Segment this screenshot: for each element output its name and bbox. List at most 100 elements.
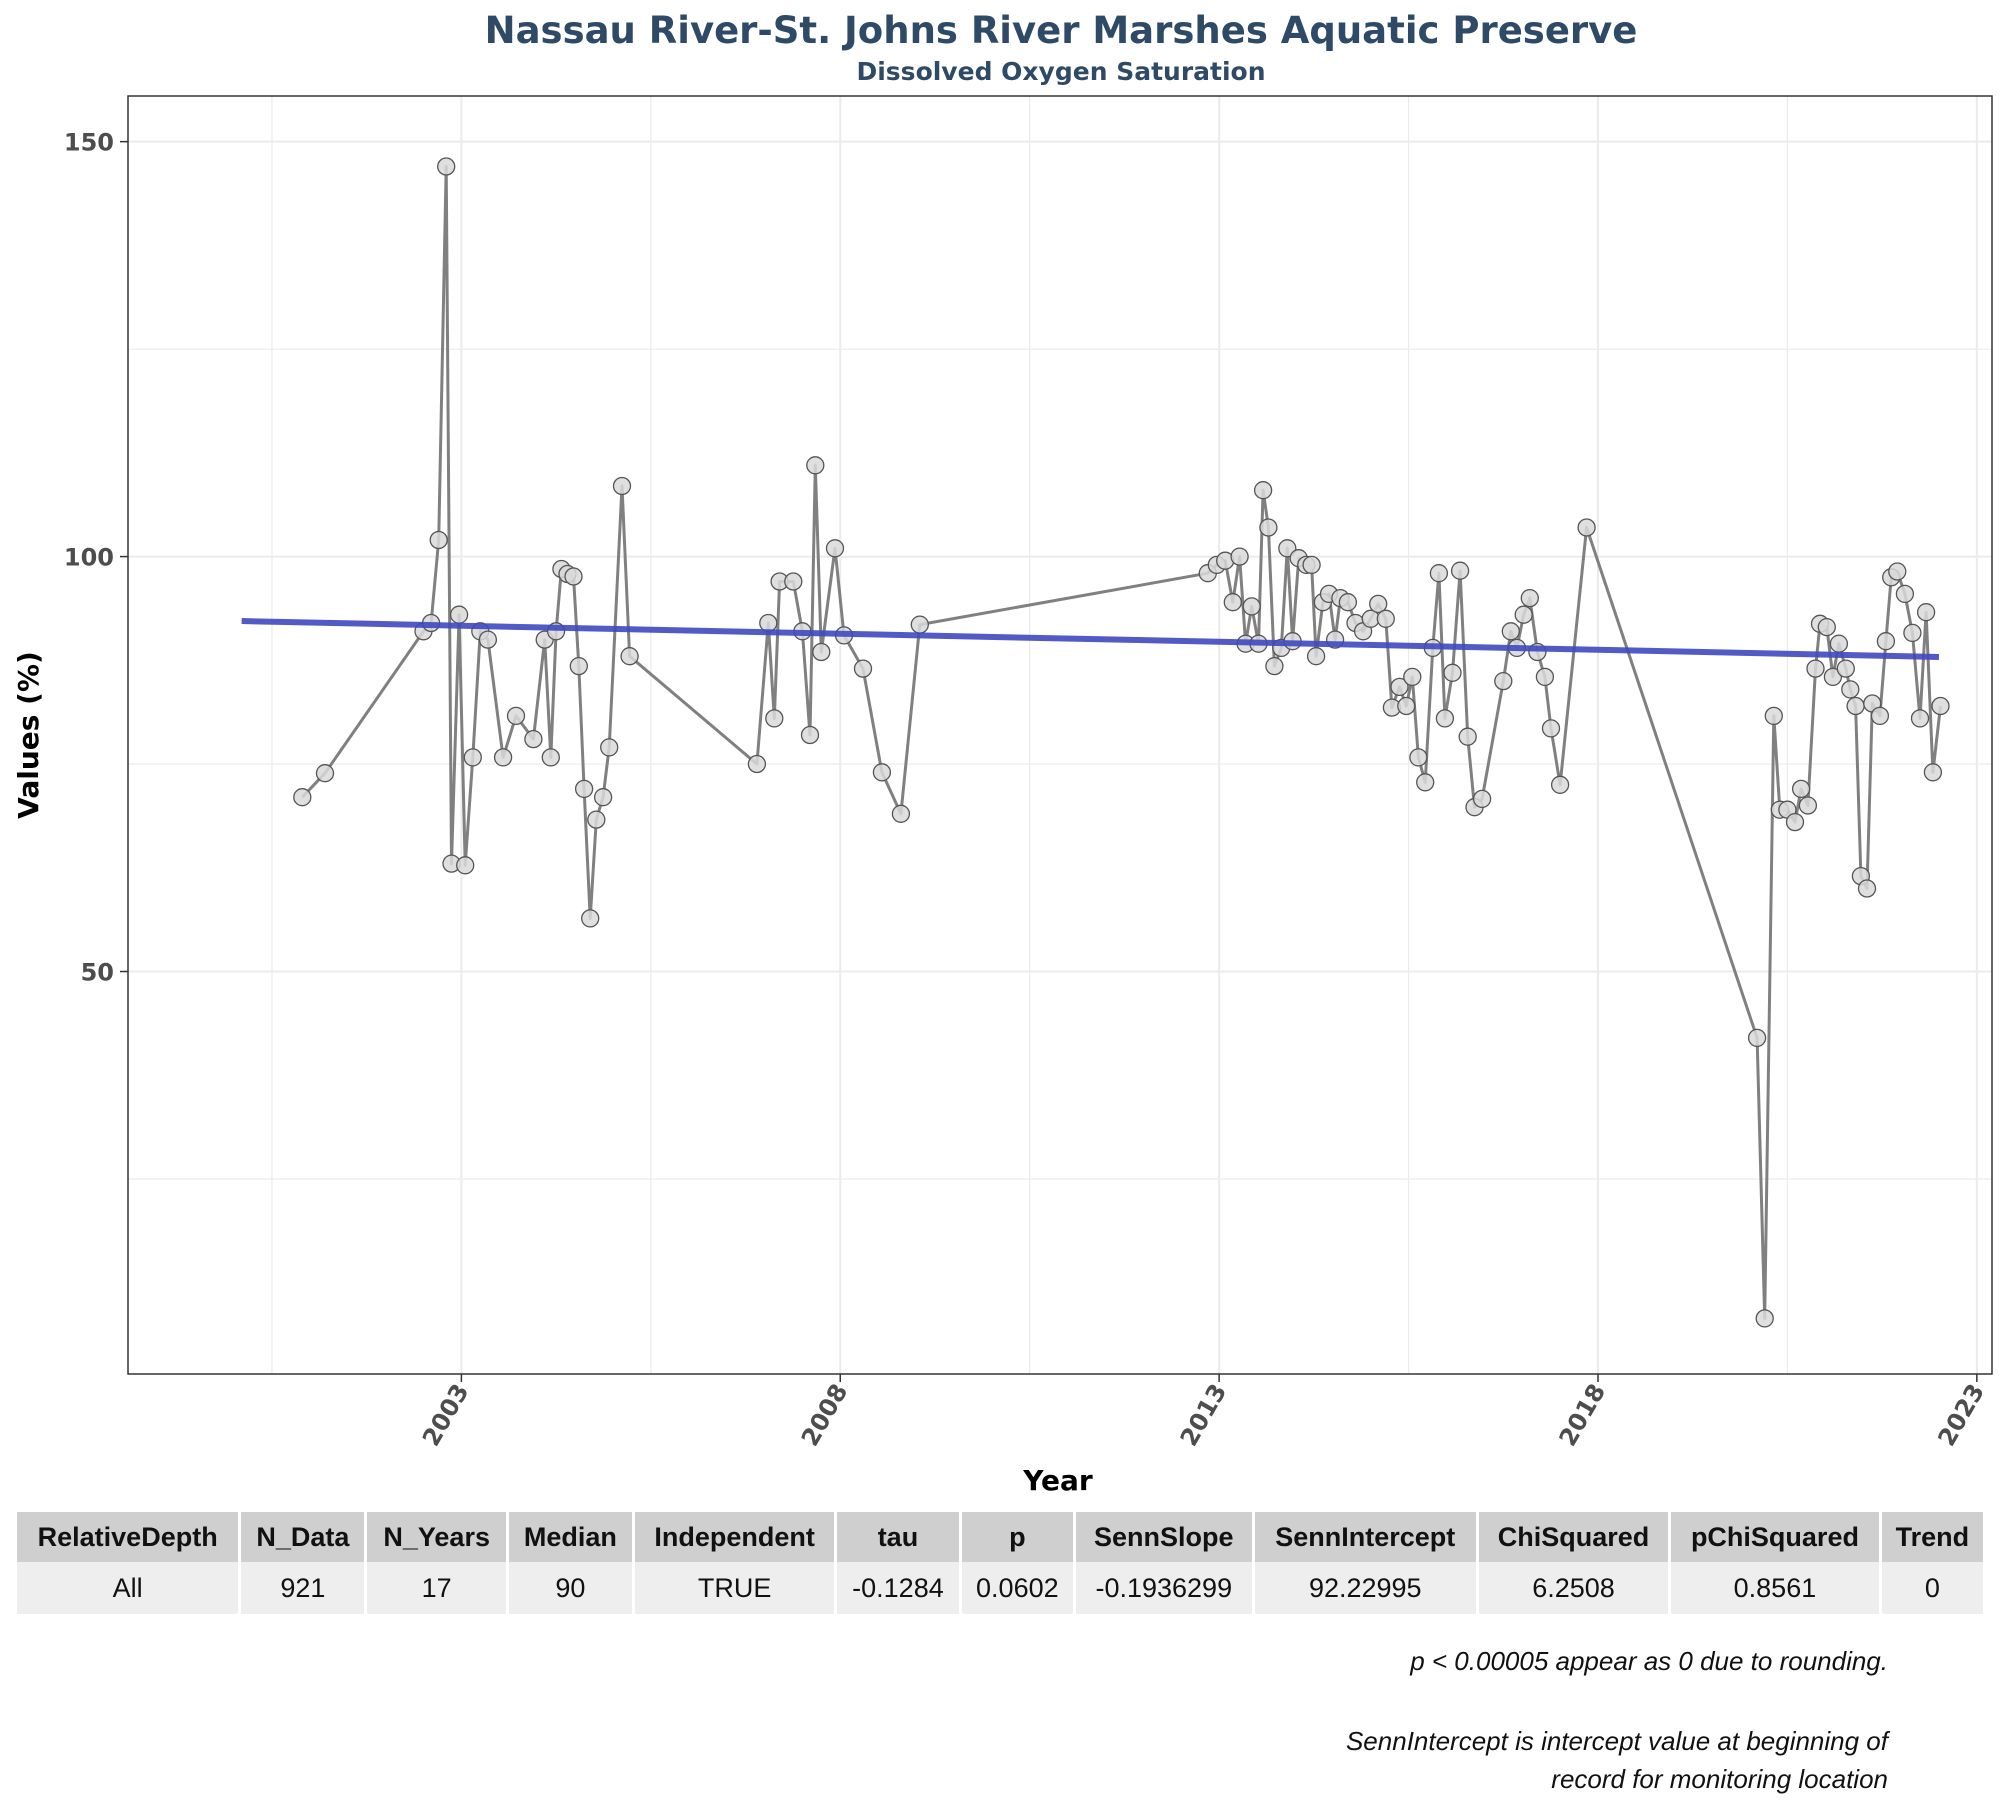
- table-header-cell: ChiSquared: [1478, 1512, 1669, 1562]
- x-tick-label: 2013: [1175, 1379, 1233, 1451]
- data-point: [1397, 696, 1416, 716]
- x-axis: 2003 2008 2013 2018 2023: [417, 1374, 1990, 1451]
- data-point: [315, 764, 335, 783]
- stats-table: RelativeDepth N_Data N_Years Median Independ…: [14, 1512, 1986, 1614]
- data-point: [1369, 594, 1388, 614]
- table-header-cell: tau: [837, 1512, 959, 1562]
- table-cell: 0.0602: [961, 1562, 1073, 1614]
- chart: Nassau River-St. Johns River Marshes Aqu…: [12, 9, 1993, 1497]
- data-point: [564, 567, 583, 586]
- data-point: [1501, 622, 1520, 641]
- data-point: [524, 729, 543, 749]
- data-point: [1450, 561, 1470, 580]
- data-point: [891, 804, 911, 823]
- data-point: [593, 788, 613, 807]
- data-point: [806, 456, 825, 475]
- footnote-intercept-line2: record for monitoring location: [1551, 1764, 1888, 1794]
- data-point: [1376, 609, 1395, 628]
- data-point: [612, 476, 632, 496]
- y-axis-title: Values (%): [12, 651, 45, 819]
- data-point: [1829, 634, 1849, 653]
- gridlines: [128, 96, 1992, 1374]
- table-header-cell: SennIntercept: [1254, 1512, 1476, 1562]
- table-cell: 0: [1881, 1562, 1983, 1614]
- data-point: [910, 615, 929, 634]
- data-point: [1870, 706, 1890, 726]
- table-cell: TRUE: [634, 1562, 835, 1614]
- data-point: [293, 788, 312, 807]
- data-series: [241, 157, 1950, 1328]
- x-tick-label: 2003: [417, 1379, 475, 1451]
- data-point: [1755, 1309, 1774, 1328]
- data-point: [1306, 647, 1326, 666]
- data-point: [1846, 696, 1865, 716]
- data-point: [1931, 696, 1950, 716]
- data-point: [1242, 597, 1261, 616]
- data-point: [1764, 706, 1783, 726]
- table-cell: 6.2508: [1478, 1562, 1669, 1614]
- plot-panel-border: [127, 95, 1993, 1375]
- data-point: [506, 706, 526, 726]
- data-point: [463, 748, 482, 767]
- data-point: [765, 709, 784, 728]
- data-point: [1409, 748, 1428, 767]
- data-point: [1895, 584, 1915, 604]
- x-tick-label: 2008: [796, 1379, 854, 1451]
- table-header-cell: RelativeDepth: [17, 1512, 239, 1562]
- data-point: [1494, 671, 1513, 691]
- table-header-cell: Independent: [634, 1512, 835, 1562]
- x-tick-label: 2018: [1554, 1379, 1612, 1451]
- data-point: [1836, 659, 1855, 678]
- trend-line: [241, 618, 1940, 660]
- data-point: [1577, 518, 1596, 537]
- table-cell: -0.1284: [837, 1562, 959, 1614]
- data-point: [1302, 555, 1321, 575]
- data-point: [1338, 593, 1358, 612]
- data-point: [620, 647, 639, 666]
- table-cell: 90: [508, 1562, 632, 1614]
- table-header-cell: p: [961, 1512, 1073, 1562]
- data-point: [1390, 677, 1409, 697]
- data-point: [1416, 773, 1435, 792]
- data-point: [1791, 779, 1811, 799]
- y-tick-label: 100: [64, 544, 114, 572]
- data-point: [1253, 481, 1273, 500]
- y-tick-label: 150: [64, 129, 114, 157]
- table-cell: 17: [367, 1562, 506, 1614]
- x-tick-label: 2023: [1932, 1379, 1990, 1451]
- data-point: [1223, 593, 1242, 612]
- data-point: [1888, 562, 1907, 581]
- chart-title: Nassau River-St. Johns River Marshes Aqu…: [485, 9, 1638, 52]
- y-tick-label: 50: [81, 959, 114, 987]
- data-point: [493, 748, 513, 767]
- data-point: [541, 748, 560, 767]
- data-point: [1403, 667, 1422, 687]
- table-cell: 92.22995: [1254, 1562, 1476, 1614]
- data-point: [456, 856, 475, 875]
- series-line: [301, 165, 1942, 1320]
- data-point: [1435, 709, 1455, 728]
- data-point: [812, 642, 831, 662]
- footnote-rounding: p < 0.00005 appear as 0 due to rounding.: [1410, 1646, 1888, 1676]
- data-point: [1429, 564, 1449, 583]
- data-point: [1265, 656, 1284, 676]
- data-point: [1910, 709, 1930, 728]
- data-point: [1514, 605, 1533, 624]
- data-point: [1876, 632, 1896, 651]
- data-point: [1785, 812, 1805, 832]
- data-point: [1541, 719, 1561, 738]
- data-point: [478, 630, 498, 649]
- y-axis: 50 100 150: [64, 129, 128, 987]
- data-point: [449, 605, 469, 624]
- table-header-row: RelativeDepth N_Data N_Years Median Independ…: [17, 1512, 1983, 1562]
- table-header-cell: Median: [508, 1512, 632, 1562]
- data-point: [800, 725, 820, 745]
- data-point: [1823, 667, 1843, 687]
- data-point: [872, 763, 892, 782]
- data-point: [1259, 518, 1278, 537]
- footnote-intercept-line1: SennIntercept is intercept value at begi…: [1345, 1726, 1888, 1756]
- data-point: [1916, 603, 1936, 622]
- table-header-cell: pChiSquared: [1671, 1512, 1879, 1562]
- table-body: All 921 17 90 TRUE -0.1284 0.0602 -0.1936299 92.…: [17, 1562, 1983, 1614]
- data-point: [1817, 617, 1836, 637]
